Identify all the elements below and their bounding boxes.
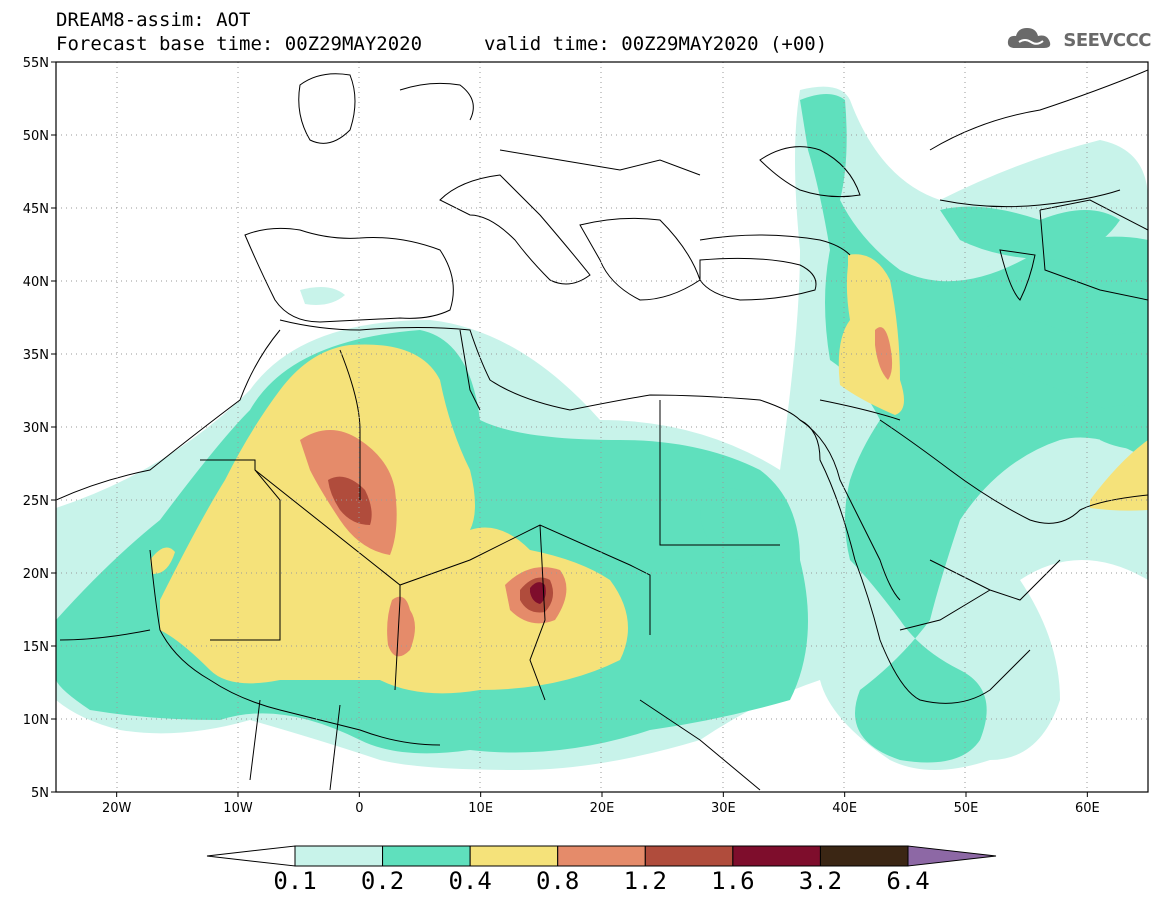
colorbar-over-arrow	[907, 845, 997, 867]
colorbar-level-label: 0.2	[360, 867, 405, 895]
lat-tick-label: 55N	[23, 56, 49, 71]
lon-tick-label: 20W	[102, 801, 132, 816]
lon-tick-label: 50E	[954, 801, 979, 816]
graticule	[56, 62, 1148, 792]
lat-tick-label: 25N	[23, 494, 49, 509]
lon-tick-label: 10W	[223, 801, 253, 816]
cloud-icon	[1005, 24, 1057, 57]
colorbar-box	[732, 845, 821, 867]
latitude-labels: 55N 50N 45N 40N 35N 30N 25N 20N 15N 10N 5N	[23, 56, 56, 801]
lat-tick-label: 40N	[23, 275, 49, 290]
aot-band-1-6	[530, 582, 546, 604]
colorbar-level-label: 0.1	[273, 867, 317, 895]
lon-tick-label: 60E	[1075, 801, 1100, 816]
colorbar-box	[294, 845, 384, 867]
colorbar-level-label: 6.4	[886, 867, 930, 895]
seevccc-logo: SEEVCCC	[1005, 24, 1151, 57]
longitude-labels: 20W 10W 0 10E 20E 30E 40E 50E 60E	[102, 792, 1100, 816]
colorbar-level-label: 1.6	[711, 867, 755, 895]
lat-tick-label: 30N	[23, 421, 49, 436]
lat-tick-label: 15N	[23, 640, 49, 655]
lat-tick-label: 35N	[23, 348, 49, 363]
forecast-base-time: Forecast base time: 00Z29MAY2020	[56, 33, 423, 55]
colorbar-box	[382, 845, 471, 867]
lon-tick-label: 30E	[711, 801, 736, 816]
country-borders	[200, 149, 1148, 791]
lat-tick-label: 45N	[23, 202, 49, 217]
lat-tick-label: 50N	[23, 129, 49, 144]
colorbar-under-arrow	[206, 845, 296, 867]
colorbar-level-label: 0.4	[448, 867, 492, 895]
lon-tick-label: 20E	[590, 801, 615, 816]
logo-text: SEEVCCC	[1063, 30, 1151, 51]
colorbar-level-label: 0.8	[536, 867, 580, 895]
aot-fields	[56, 86, 1148, 770]
lon-tick-label: 0	[355, 801, 363, 816]
colorbar-level-label: 3.2	[798, 867, 843, 895]
map-title: DREAM8-assim: AOT	[56, 9, 251, 31]
coastlines	[56, 69, 1148, 746]
colorbar-box	[557, 845, 646, 867]
lat-tick-label: 20N	[23, 567, 49, 582]
lon-tick-label: 40E	[832, 801, 857, 816]
colorbar-box	[819, 845, 909, 867]
colorbar-box	[644, 845, 734, 867]
colorbar	[206, 845, 997, 867]
valid-time: valid time: 00Z29MAY2020 (+00)	[484, 33, 828, 55]
colorbar-box	[469, 845, 559, 867]
lon-tick-label: 10E	[468, 801, 493, 816]
lat-tick-label: 10N	[23, 713, 49, 728]
colorbar-level-label: 1.2	[623, 867, 667, 895]
lat-tick-label: 5N	[31, 786, 49, 801]
